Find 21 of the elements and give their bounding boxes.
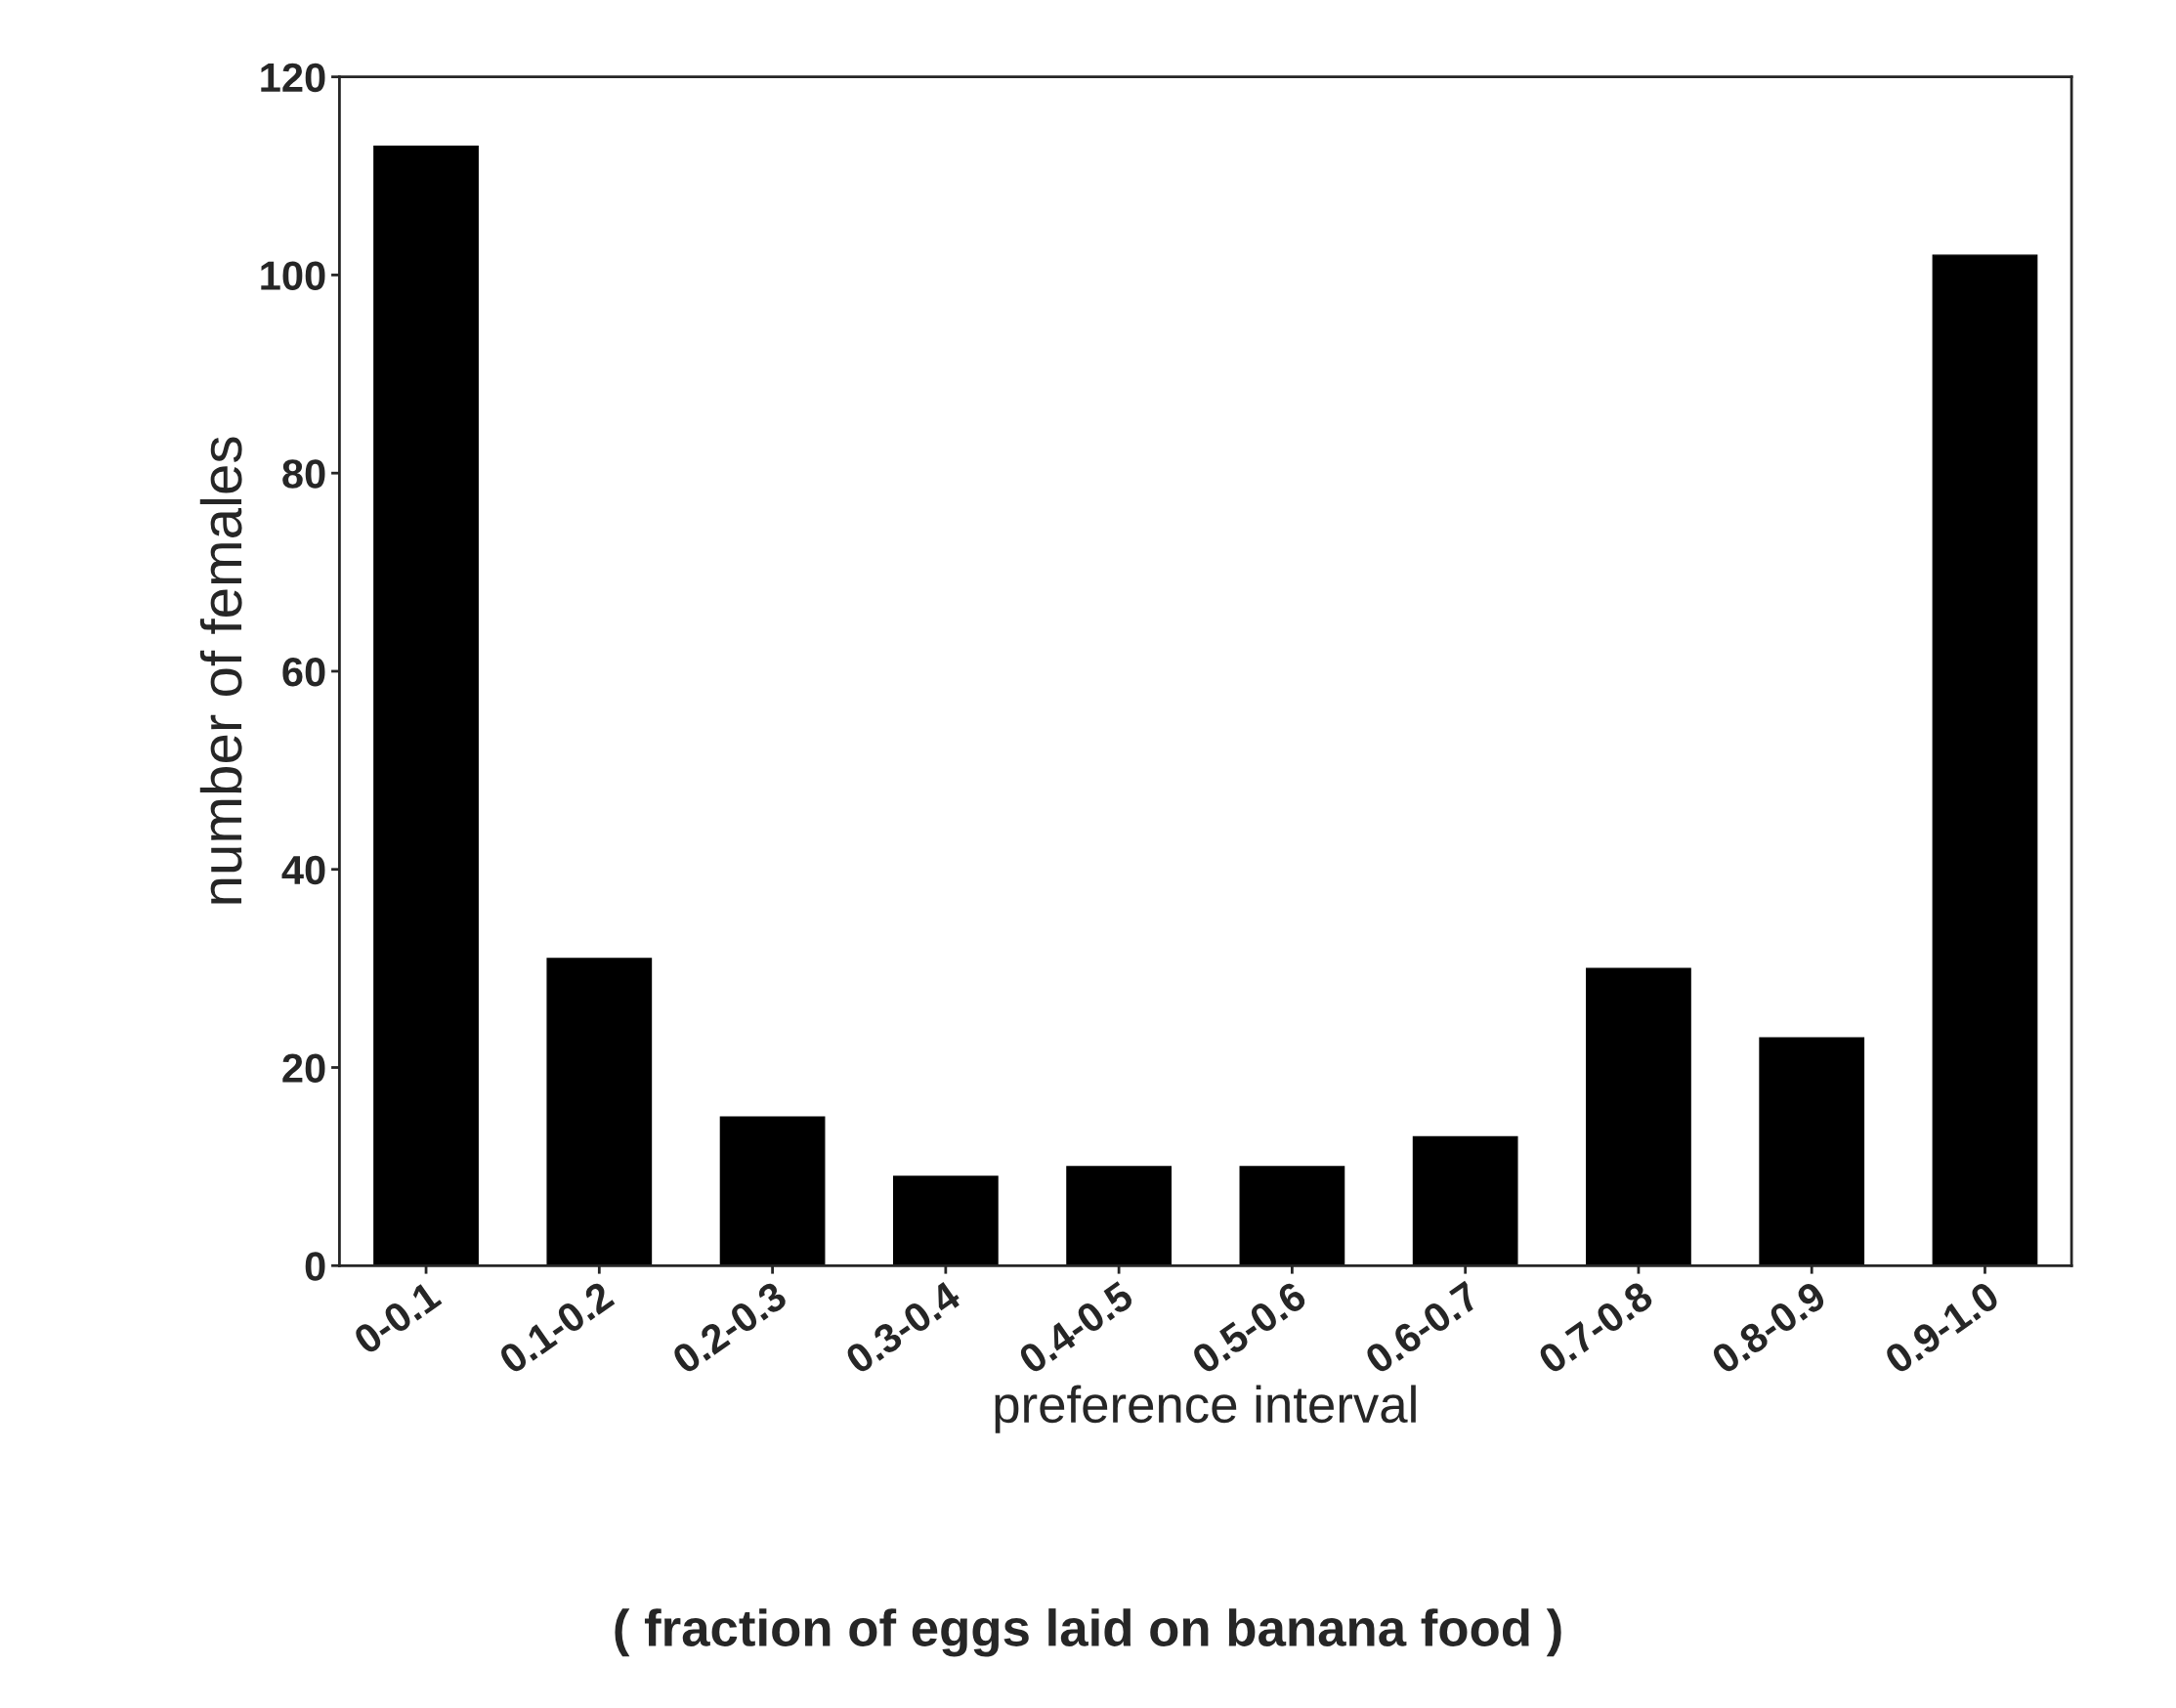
y-tick-label: 100: [261, 261, 325, 290]
text: ( fraction of eggs laid on banana food ): [615, 1608, 1561, 1657]
bar: [1239, 1166, 1345, 1266]
y-tick-label: 60: [282, 657, 325, 687]
y-tick-label: 20: [282, 1053, 325, 1084]
y-tick-label: 80: [282, 459, 325, 489]
bar: [1586, 967, 1691, 1266]
bar: [373, 145, 479, 1266]
bar: [1759, 1037, 1865, 1266]
bar: [1412, 1135, 1518, 1266]
y-tick-label: 0: [305, 1252, 325, 1281]
bar: [1066, 1166, 1172, 1266]
y-axis-title: number of females: [199, 437, 242, 904]
bar: [1932, 254, 2038, 1266]
x-axis-title: preference interval: [995, 1385, 1416, 1433]
bar: [892, 1175, 999, 1266]
y-tick-label: 40: [281, 855, 325, 885]
bar: [719, 1116, 826, 1266]
y-tick-label: 120: [261, 63, 325, 93]
bar: [546, 958, 653, 1266]
x-tick-label: 0-0.1: [352, 1280, 443, 1356]
